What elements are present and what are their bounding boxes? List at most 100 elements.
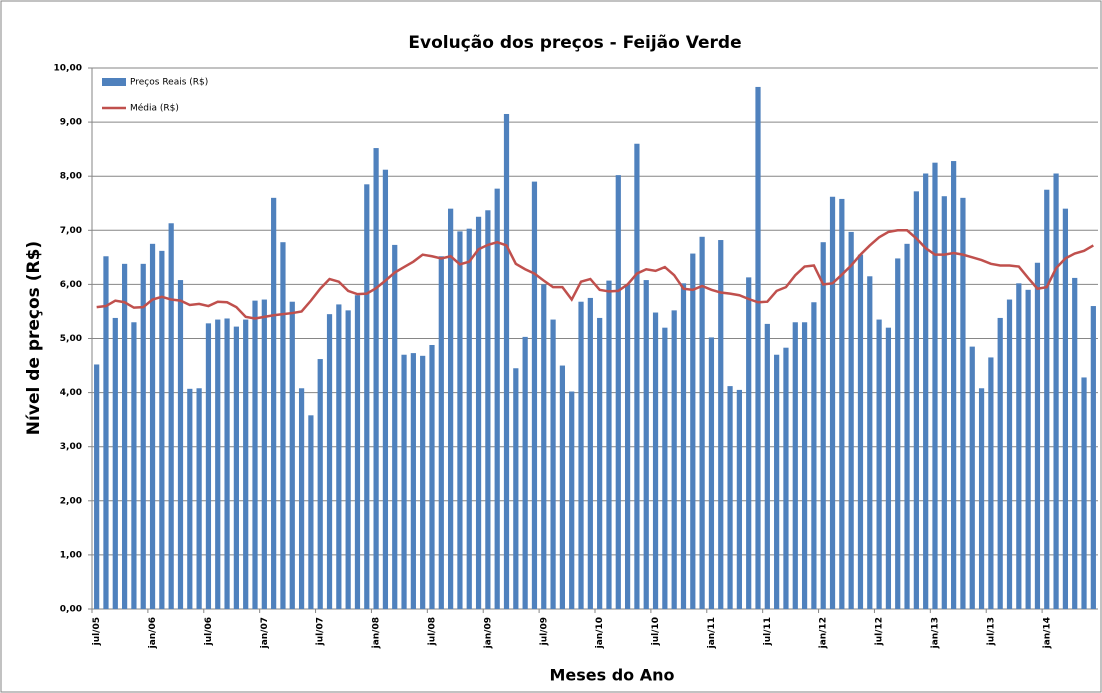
bar xyxy=(457,231,463,609)
bar xyxy=(1044,189,1050,609)
x-tick-label: jan/12 xyxy=(819,617,829,649)
bar xyxy=(746,277,752,609)
bar xyxy=(606,280,612,609)
bar xyxy=(121,263,128,609)
x-tick-label: jul/06 xyxy=(204,617,214,646)
y-axis-title: Nível de preços (R$) xyxy=(24,241,44,435)
y-tick-label: 4,00 xyxy=(60,388,82,398)
bar xyxy=(513,368,519,609)
legend-label: Preços Reais (R$) xyxy=(130,78,208,88)
x-tick-label: jul/07 xyxy=(316,617,326,646)
bar xyxy=(364,184,370,609)
bar xyxy=(392,244,398,610)
bar xyxy=(177,280,184,609)
bar xyxy=(1053,173,1059,609)
bar xyxy=(1090,306,1096,609)
bar xyxy=(559,365,566,609)
bar xyxy=(1072,277,1078,609)
bar xyxy=(997,317,1003,609)
bar xyxy=(271,197,277,609)
bar xyxy=(243,319,249,609)
bar xyxy=(848,231,854,609)
bar xyxy=(727,386,733,609)
chart-title: Evolução dos preços - Feijão Verde xyxy=(408,33,741,53)
bar xyxy=(811,302,817,609)
x-tick-label: jul/09 xyxy=(539,617,549,646)
x-tick-label: jul/05 xyxy=(92,617,102,646)
bar xyxy=(308,415,314,609)
y-tick-label: 6,00 xyxy=(60,280,82,290)
bar xyxy=(652,312,659,609)
bar xyxy=(205,323,212,609)
x-tick-label: jan/14 xyxy=(1042,617,1052,649)
x-tick-label: jan/08 xyxy=(372,617,382,649)
bar xyxy=(699,236,705,610)
bar xyxy=(801,322,808,609)
bar xyxy=(168,223,174,609)
bar xyxy=(438,256,444,609)
bar xyxy=(494,188,500,609)
bar xyxy=(317,359,323,609)
x-tick-label: jul/10 xyxy=(651,617,661,646)
legend-label: Média (R$) xyxy=(130,103,179,114)
bar xyxy=(1025,289,1031,609)
bar xyxy=(112,317,118,609)
bar xyxy=(764,323,770,609)
x-tick-label: jan/09 xyxy=(483,617,493,649)
bar xyxy=(587,297,593,609)
y-tick-label: 9,00 xyxy=(60,118,82,128)
y-tick-label: 8,00 xyxy=(60,172,82,182)
bar xyxy=(662,327,668,609)
bar xyxy=(140,263,146,609)
bar xyxy=(345,310,351,609)
bar xyxy=(755,86,761,609)
x-tick-label: jan/10 xyxy=(595,617,605,649)
y-tick-label: 0,00 xyxy=(60,605,82,615)
bar xyxy=(978,388,985,609)
bar xyxy=(597,317,603,609)
bar xyxy=(475,216,482,609)
bar xyxy=(233,326,239,609)
bar xyxy=(774,354,780,609)
y-tick-label: 3,00 xyxy=(60,442,82,452)
bar xyxy=(448,208,454,609)
bar xyxy=(326,314,333,609)
bar xyxy=(578,301,584,609)
bar xyxy=(1034,262,1041,609)
bar xyxy=(857,254,864,609)
x-axis-title: Meses do Ano xyxy=(549,666,674,685)
y-tick-label: 1,00 xyxy=(60,550,82,560)
bar xyxy=(736,389,742,609)
bar xyxy=(634,143,640,610)
bar xyxy=(867,276,873,609)
bar xyxy=(531,181,538,610)
x-tick-label: jan/07 xyxy=(260,617,270,649)
bar xyxy=(941,196,947,610)
bar xyxy=(373,148,379,609)
y-tick-label: 2,00 xyxy=(60,496,82,506)
bar xyxy=(485,210,491,609)
bar xyxy=(289,301,295,609)
bar xyxy=(569,391,575,609)
bar xyxy=(354,295,361,609)
bar xyxy=(1006,299,1013,609)
y-tick-label: 10,00 xyxy=(54,64,82,74)
bar xyxy=(280,242,286,609)
bar xyxy=(94,364,100,609)
x-tick-label: jan/06 xyxy=(148,617,158,649)
bar xyxy=(1062,208,1069,609)
bar xyxy=(820,242,826,609)
bar xyxy=(718,240,724,609)
bar xyxy=(261,299,267,609)
bar xyxy=(839,198,845,609)
bar xyxy=(382,169,389,609)
bar xyxy=(541,284,547,609)
bar xyxy=(503,113,510,610)
bar xyxy=(215,319,221,609)
x-tick-label: jan/13 xyxy=(930,617,940,649)
bar xyxy=(1081,377,1087,609)
bar xyxy=(885,327,892,609)
bar xyxy=(420,355,426,609)
